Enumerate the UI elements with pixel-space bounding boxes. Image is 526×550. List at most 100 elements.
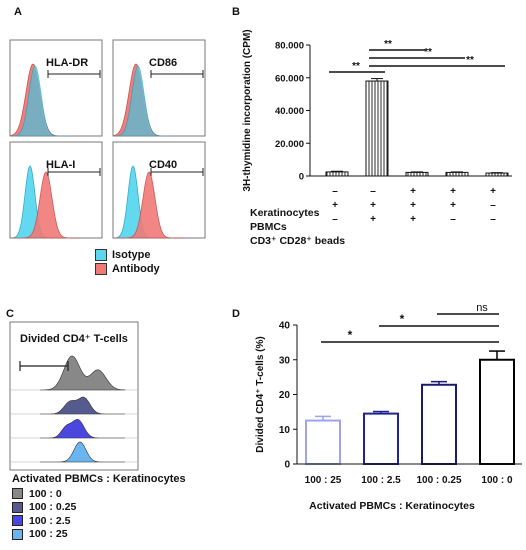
- legend-label-antibody: Antibody: [112, 263, 160, 275]
- condition-sign: +: [410, 200, 416, 211]
- y-tick-label: 10: [279, 425, 291, 436]
- condition-sign: +: [370, 200, 376, 211]
- legend-c-title: Activated PBMCs : Keratinocytes: [12, 473, 186, 485]
- legend-label: 100 : 0.25: [29, 501, 77, 514]
- antibody-curve: [10, 171, 80, 239]
- division-histograms: [9, 321, 139, 471]
- overlap-shade: [10, 68, 70, 136]
- x-axis-label: Activated PBMCs : Keratinocytes: [309, 500, 475, 512]
- bar: [421, 383, 457, 465]
- bar: [365, 80, 389, 177]
- y-tick-label: 30: [279, 355, 291, 366]
- legend-label: 100 : 0: [29, 487, 62, 500]
- histogram-frame: [9, 321, 139, 471]
- condition-sign: +: [410, 214, 416, 225]
- y-axis-label: 3H-thymidine incorporation (CPM): [242, 29, 253, 191]
- significance-marker: **: [424, 47, 432, 58]
- histogram-grid: HLA-DR CD86 HLA-I CD40: [9, 39, 206, 239]
- antibody-curve: [113, 171, 183, 239]
- panel-d: D 0 10 20 30 40 Divided CD4⁺ T-cells (%) 100 :…: [230, 300, 526, 550]
- division-histogram: [40, 396, 125, 415]
- legend-label: 100 : 25: [29, 528, 68, 541]
- bar: [479, 358, 515, 465]
- panel-c: C Divided CD4⁺ T-cells Activated PBMCs :…: [0, 300, 230, 550]
- legend-item: 100 : 0: [12, 487, 76, 501]
- condition-sign: +: [332, 200, 338, 211]
- panel-c-title: Divided CD4⁺ T-cells: [20, 333, 128, 345]
- y-tick-label: 40.000: [275, 106, 304, 117]
- histogram-box: CD86: [112, 39, 206, 137]
- condition-sign: +: [450, 186, 456, 197]
- panel-a-label: A: [14, 6, 22, 18]
- y-tick-label: 80.000: [275, 41, 304, 52]
- y-tick-label: 40: [279, 321, 291, 332]
- histogram-box: HLA-I: [9, 141, 103, 239]
- condition-sign: +: [370, 214, 376, 225]
- legend-item: 100 : 0.25: [12, 501, 76, 515]
- isotype-curve: [10, 65, 70, 137]
- legend-item: 100 : 2.5: [12, 514, 76, 528]
- bar: [445, 171, 469, 177]
- bar: [305, 419, 341, 465]
- condition-sign: –: [490, 214, 496, 225]
- legend-swatch: [12, 528, 23, 540]
- panel-b: B 0 20.000 40.000 60.000 80.000 3H-thymidine …: [230, 0, 526, 290]
- panel-c-label: C: [6, 308, 14, 320]
- legend-item-isotype: Isotype: [95, 248, 160, 262]
- division-histogram: [40, 441, 125, 463]
- legend-swatch: [12, 488, 23, 500]
- marker-label: CD40: [149, 159, 177, 171]
- x-tick-label: 100 : 0.25: [416, 475, 461, 486]
- condition-row-label: Keratinocytes: [250, 207, 320, 219]
- division-histogram: [40, 355, 126, 391]
- isotype-curve: [113, 65, 173, 137]
- condition-sign: –: [370, 186, 376, 197]
- thymidine-bar-chart: 0 20.000 40.000 60.000 80.000 3H-thymidine in…: [242, 29, 512, 247]
- legend-label: 100 : 2.5: [29, 514, 71, 527]
- x-tick-label: 100 : 25: [305, 475, 342, 486]
- y-tick-label: 60.000: [275, 73, 304, 84]
- y-axis-label: Divided CD4⁺ T-cells (%): [255, 336, 266, 452]
- legend-swatch: [12, 501, 23, 513]
- panel-b-label: B: [232, 6, 240, 18]
- condition-sign: –: [450, 214, 456, 225]
- x-tick-label: 100 : 2.5: [361, 475, 401, 486]
- legend-swatch: [12, 515, 23, 527]
- legend-a: Isotype Antibody: [95, 248, 160, 276]
- legend-swatch-isotype: [95, 249, 107, 261]
- significance-marker: *: [400, 312, 405, 326]
- legend-c: 100 : 0 100 : 0.25 100 : 2.5 100 : 25: [12, 487, 76, 541]
- bar: [405, 171, 429, 177]
- legend-swatch-antibody: [95, 263, 107, 275]
- condition-row-label: PBMCs: [250, 221, 287, 233]
- condition-sign: –: [332, 214, 338, 225]
- condition-sign: +: [410, 186, 416, 197]
- significance-marker: **: [384, 39, 392, 50]
- legend-item-antibody: Antibody: [95, 262, 160, 276]
- legend-item: 100 : 25: [12, 528, 76, 542]
- histogram-box: CD40: [112, 141, 206, 239]
- panel-d-label: D: [232, 308, 240, 320]
- condition-row-label: CD3⁺ CD28⁺ beads: [250, 235, 345, 247]
- condition-sign: –: [332, 186, 338, 197]
- overlap-shade: [113, 68, 173, 136]
- condition-sign: –: [490, 200, 496, 211]
- marker-label: HLA-I: [46, 159, 75, 171]
- histogram-box: HLA-DR: [9, 39, 103, 137]
- y-tick-label: 0: [284, 460, 290, 471]
- panel-a: A HLA-DR CD86 HLA-I CD40 Isotype Antibody: [0, 0, 230, 290]
- y-tick-label: 20: [279, 390, 291, 401]
- significance-marker: *: [348, 328, 353, 342]
- divided-cells-bar-chart: 0 10 20 30 40 Divided CD4⁺ T-cells (%) 100 : 2…: [255, 302, 522, 512]
- bar: [363, 412, 399, 466]
- condition-sign: +: [490, 186, 496, 197]
- x-tick-label: 100 : 0: [481, 475, 513, 486]
- bar: [325, 171, 349, 177]
- legend-label-isotype: Isotype: [112, 249, 151, 261]
- y-tick-label: 20.000: [275, 139, 304, 150]
- marker-label: HLA-DR: [46, 57, 88, 69]
- significance-marker: ns: [476, 302, 488, 314]
- division-histogram: [40, 419, 125, 439]
- y-tick-label: 0: [299, 172, 304, 183]
- condition-sign: +: [450, 200, 456, 211]
